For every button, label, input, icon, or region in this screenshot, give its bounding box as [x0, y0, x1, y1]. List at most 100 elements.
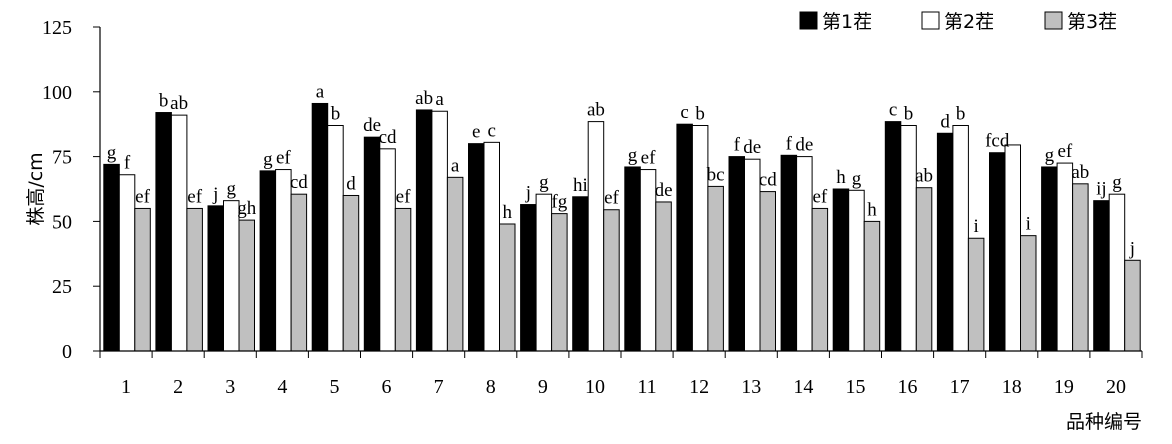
bar-series2-cat9: [535, 193, 553, 352]
significance-label: i: [974, 216, 979, 237]
significance-label: ef: [641, 148, 656, 169]
significance-label: ab: [1071, 162, 1089, 183]
significance-label: d: [940, 111, 950, 132]
bar-series3-cat9: [551, 213, 568, 352]
significance-label: g: [1045, 145, 1055, 166]
significance-label: cd: [759, 170, 777, 191]
x-tick-label: 14: [793, 376, 813, 398]
significance-label: j: [1129, 238, 1135, 259]
significance-label: g: [628, 145, 638, 166]
bar-series2-cat3: [223, 200, 240, 352]
bar-series3-cat6: [394, 207, 412, 352]
bar-series3-cat20: [1124, 259, 1141, 352]
significance-label: bc: [707, 164, 725, 185]
bar-series1-cat18: [989, 152, 1006, 352]
x-tick-label: 1: [121, 376, 131, 398]
bar-series2-cat1: [118, 174, 136, 352]
significance-label: b: [956, 103, 966, 124]
bar-series2-cat14: [796, 156, 813, 352]
legend-swatch-series2: [921, 11, 940, 30]
x-tick-label: 10: [585, 376, 605, 398]
y-tick-label: 25: [52, 276, 72, 298]
bar-series2-cat20: [1108, 193, 1126, 352]
y-axis-ticks: 0 25 50 75 100 125: [42, 17, 100, 363]
bar-series2-cat13: [744, 158, 761, 352]
x-tick-label: 3: [225, 376, 235, 398]
legend-swatch-series1: [799, 11, 818, 30]
bar-series2-cat18: [1004, 144, 1021, 352]
bar-series1-cat5: [311, 102, 329, 352]
x-tick-label: 9: [538, 376, 548, 398]
bar-series2-cat8: [483, 141, 500, 352]
bar-series2-cat16: [900, 124, 917, 352]
significance-label: g: [539, 172, 549, 193]
significance-label: ef: [604, 188, 619, 209]
bar-series2-cat15: [848, 189, 865, 352]
bar-series3-cat10: [603, 209, 620, 352]
bar-series3-cat15: [863, 220, 881, 352]
x-tick-label: 2: [173, 376, 183, 398]
bar-series3-cat14: [811, 207, 829, 352]
bar-series1-cat7: [415, 109, 433, 352]
bar-series1-cat10: [572, 196, 589, 352]
bar-series2-cat6: [379, 148, 396, 352]
significance-label: fcd: [985, 131, 1010, 152]
significance-label: a: [316, 81, 325, 102]
bar-series1-cat16: [884, 121, 902, 352]
significance-label: f: [786, 133, 793, 154]
x-tick-label: 12: [689, 376, 709, 398]
bar-series1-cat8: [468, 143, 485, 352]
x-axis-title: 品种编号: [1066, 411, 1142, 433]
significance-label: f: [734, 135, 741, 156]
significance-label: de: [363, 115, 381, 136]
significance-label: h: [836, 167, 846, 188]
x-tick-label: 18: [1002, 376, 1022, 398]
x-tick-label: 4: [277, 376, 287, 398]
legend-label-series1: 第1茬: [822, 11, 872, 33]
bar-series1-cat19: [1041, 166, 1058, 352]
bar-series2-cat4: [275, 169, 292, 352]
significance-label: g: [263, 149, 273, 170]
x-tick-label: 8: [486, 376, 496, 398]
significance-label: ab: [915, 166, 933, 187]
significance-label: d: [346, 173, 356, 194]
bar-series1-cat3: [207, 205, 224, 352]
significance-label: gh: [237, 198, 257, 219]
y-tick-label: 50: [52, 211, 72, 233]
y-tick-label: 100: [42, 82, 72, 104]
bar-series1-cat9: [520, 204, 537, 352]
significance-label: b: [159, 91, 169, 112]
significance-label: fg: [551, 192, 567, 213]
x-tick-label: 17: [950, 376, 970, 398]
significance-label: ef: [396, 186, 411, 207]
bar-series1-cat1: [103, 163, 120, 352]
significance-label: b: [331, 103, 341, 124]
significance-label: b: [695, 103, 705, 124]
significance-label: a: [435, 89, 444, 110]
bar-series1-cat13: [728, 156, 745, 352]
bar-series1-cat4: [259, 170, 277, 352]
bar-series2-cat12: [691, 124, 709, 352]
x-tick-label: 15: [845, 376, 865, 398]
x-tick-label: 13: [741, 376, 761, 398]
bar-series1-cat15: [832, 188, 850, 352]
significance-label: c: [488, 120, 496, 141]
bar-series3-cat1: [134, 207, 151, 352]
x-tick-label: 5: [329, 376, 339, 398]
significance-label: ab: [415, 88, 433, 109]
significance-label: ij: [1096, 179, 1107, 200]
legend: 第1茬 第2茬 第3茬: [799, 11, 1117, 33]
legend-swatch-series3: [1044, 11, 1063, 30]
bar-series3-cat17: [967, 237, 985, 352]
x-tick-label: 11: [637, 376, 656, 398]
significance-label: ef: [812, 186, 827, 207]
significance-label: a: [451, 155, 460, 176]
bar-series2-cat17: [952, 124, 969, 352]
significance-label: f: [124, 153, 131, 174]
significance-label: cd: [290, 172, 308, 193]
bar-series3-cat16: [915, 187, 933, 352]
significance-label: h: [867, 199, 877, 220]
bar-series3-cat19: [1072, 183, 1089, 352]
significance-label: j: [212, 184, 218, 205]
